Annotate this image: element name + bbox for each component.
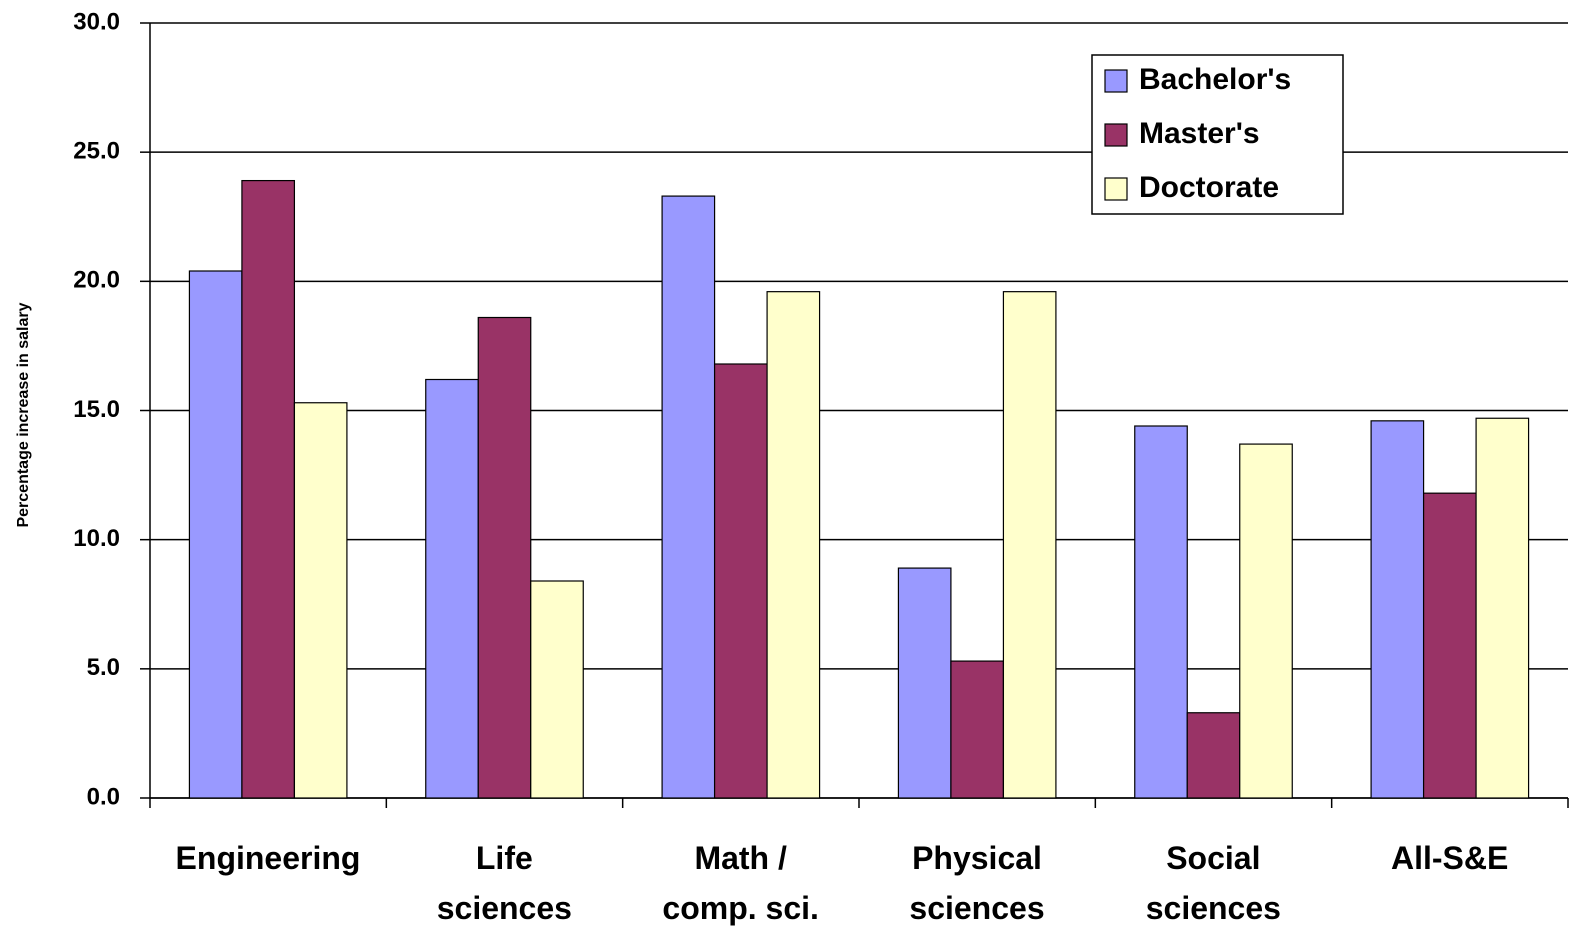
legend-label: Doctorate — [1139, 171, 1279, 204]
bar — [241, 179, 296, 799]
bar — [661, 195, 716, 799]
legend-swatch — [1104, 123, 1128, 147]
bar — [713, 363, 768, 799]
bar — [425, 378, 479, 799]
legend-label: Master's — [1139, 117, 1260, 150]
legend-box — [1091, 54, 1344, 215]
bar — [1186, 712, 1241, 799]
legend-swatch — [1104, 69, 1128, 93]
y-tick-label: 0.0 — [87, 783, 120, 810]
x-tick-label: Social sciences — [1145, 840, 1281, 926]
x-tick-label: Life sciences — [436, 840, 572, 926]
bar — [477, 316, 532, 799]
bar — [766, 291, 821, 799]
bar — [1134, 425, 1188, 799]
y-tick-label: 10.0 — [73, 525, 120, 552]
legend-label: Bachelor's — [1139, 63, 1291, 96]
bar — [1002, 291, 1057, 799]
bar — [897, 567, 952, 799]
bar — [293, 402, 348, 799]
y-tick-label: 15.0 — [73, 396, 120, 423]
bar — [530, 580, 584, 799]
bar — [1370, 420, 1425, 799]
x-tick-label: Math / comp. sci. — [662, 840, 819, 926]
bar — [1422, 492, 1477, 799]
y-tick-label: 5.0 — [87, 654, 120, 681]
bar — [950, 660, 1005, 799]
legend-swatch — [1104, 177, 1128, 201]
y-tick-label: 30.0 — [73, 8, 120, 35]
bar — [188, 270, 243, 799]
x-tick-label: All-S&E — [1390, 840, 1509, 876]
x-tick-label: Physical sciences — [909, 840, 1045, 926]
bar — [1239, 443, 1293, 799]
y-tick-label: 25.0 — [73, 138, 120, 165]
y-tick-label: 20.0 — [73, 267, 120, 294]
bar — [1475, 417, 1530, 799]
y-axis-label: Percentage increase in salary — [15, 302, 32, 527]
x-tick-label: Engineering — [175, 840, 361, 876]
